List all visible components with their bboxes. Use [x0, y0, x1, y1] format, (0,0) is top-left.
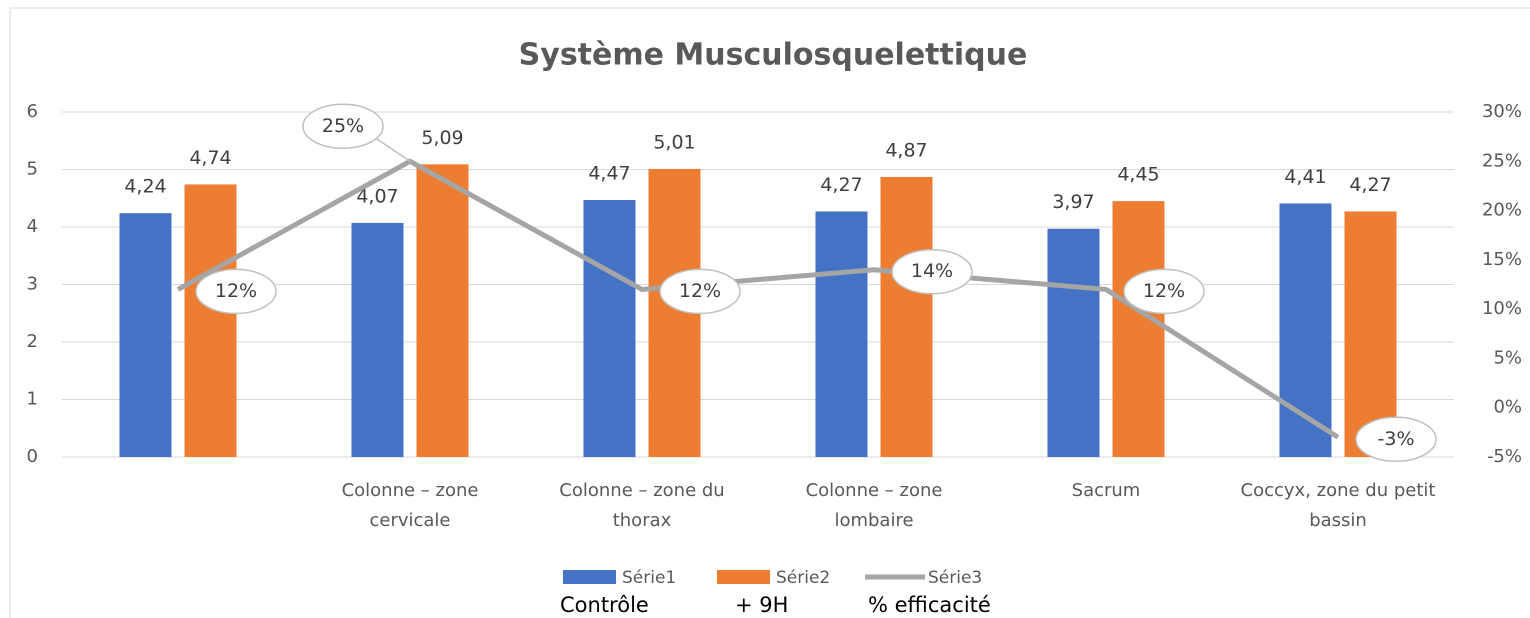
callout	[302, 103, 384, 150]
bar	[184, 184, 237, 457]
bar	[351, 222, 404, 457]
callout	[1123, 268, 1205, 315]
legend-swatch	[717, 570, 770, 584]
data-label: 4,07	[356, 185, 398, 207]
data-label: 4,41	[1284, 166, 1326, 188]
x-tick-label: Coccyx, zone du petit bassin	[1240, 480, 1436, 531]
bar	[1112, 201, 1165, 457]
data-label: 5,09	[421, 127, 463, 149]
y2-tick-label: 15%	[1482, 249, 1522, 270]
annotation: % efficacité	[868, 593, 991, 617]
data-label: -3%	[1378, 428, 1415, 450]
chart-border	[9, 7, 1530, 618]
y-tick-label: 5	[27, 159, 38, 180]
data-label: 12%	[1143, 280, 1185, 302]
y2-tick-label: 10%	[1482, 298, 1522, 319]
y2-tick-label: 25%	[1482, 150, 1522, 171]
y2-tick-label: 20%	[1482, 200, 1522, 221]
data-label: 4,74	[189, 147, 231, 169]
data-label: 4,47	[588, 162, 630, 184]
data-label: 12%	[679, 280, 721, 302]
callout	[891, 248, 973, 295]
callout	[659, 268, 741, 315]
data-label: 14%	[911, 260, 953, 282]
data-label: 4,45	[1117, 164, 1159, 186]
data-label: 4,27	[820, 174, 862, 196]
x-tick-label: Colonne – zone lombaire	[805, 480, 943, 531]
y2-tick-label: 5%	[1493, 347, 1522, 368]
bar	[119, 213, 172, 457]
legend-swatch	[563, 570, 616, 584]
chart-title: Système Musculosquelettique	[519, 38, 1028, 73]
x-tick-label: Sacrum	[1071, 480, 1141, 501]
y-tick-label: 2	[27, 331, 38, 352]
y-tick-label: 1	[27, 389, 38, 410]
data-label: 3,97	[1052, 191, 1094, 213]
data-label: 25%	[322, 115, 364, 137]
data-label: 5,01	[653, 131, 695, 153]
legend-label: Série1	[622, 568, 676, 588]
bar	[1344, 211, 1397, 457]
data-label: 12%	[215, 280, 257, 302]
x-tick-label: Colonne – zone du thorax	[559, 480, 725, 531]
line	[176, 158, 1340, 440]
bar	[880, 176, 933, 457]
callout-pointer	[372, 135, 411, 162]
callout	[195, 268, 277, 315]
callout	[1355, 416, 1437, 463]
y-tick-label: 4	[27, 216, 38, 237]
y2-tick-label: 30%	[1482, 101, 1522, 122]
data-label: 4,87	[885, 139, 927, 161]
x-tick-label: Colonne – zone cervicale	[341, 480, 479, 531]
legend-label: Série2	[776, 568, 830, 588]
bar	[815, 211, 868, 457]
bar	[1047, 228, 1100, 457]
y-tick-label: 6	[27, 101, 38, 122]
annotation: + 9H	[735, 593, 788, 617]
bar	[416, 164, 469, 457]
y-tick-label: 3	[27, 274, 38, 295]
annotation: Contrôle	[560, 593, 649, 617]
y2-tick-label: 0%	[1493, 397, 1522, 418]
data-label: 4,24	[124, 176, 166, 198]
data-label: 4,27	[1349, 174, 1391, 196]
y2-tick-label: -5%	[1487, 446, 1522, 467]
bar	[583, 199, 636, 457]
y-tick-label: 0	[27, 446, 38, 467]
legend-label: Série3	[928, 568, 982, 588]
